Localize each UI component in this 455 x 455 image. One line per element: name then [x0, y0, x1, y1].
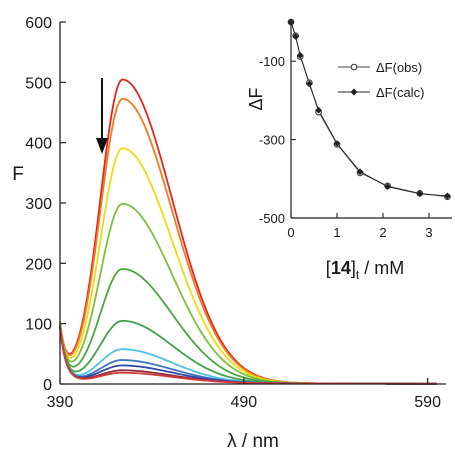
inset-calc-point — [384, 183, 391, 191]
inset-x-axis-title-bold: 14 — [331, 258, 351, 278]
inset-calc-point — [292, 33, 299, 40]
legend-calc-marker — [350, 88, 358, 96]
inset-calc-point — [356, 168, 364, 176]
inset-calc-point — [306, 80, 313, 88]
inset-x-tick-label: 1 — [333, 225, 340, 240]
y-tick-label: 400 — [25, 136, 52, 153]
inset-chart: 0 1 2 3 -100 -300 -500 ΔF [14]t / mM ΔF(obs) … — [246, 18, 454, 282]
inset-calc-point — [315, 106, 322, 114]
inset-x-axis-title-sub: t — [356, 268, 360, 282]
inset-x-axis-title-close: ] — [351, 258, 356, 278]
main-y-axis-title: F — [12, 164, 24, 185]
main-x-axis-title: λ / nm — [227, 431, 279, 452]
legend-obs-marker — [350, 63, 358, 71]
decrease-arrow-icon — [96, 78, 108, 154]
inset-legend: ΔF(obs) ΔF(calc) — [338, 60, 424, 100]
main-y-ticks: 0 100 200 300 400 500 600 — [25, 15, 66, 394]
y-tick-label: 100 — [25, 317, 52, 334]
legend-item-calc: ΔF(calc) — [338, 85, 424, 100]
y-tick-label: 0 — [43, 377, 52, 394]
main-x-ticks: 390 490 590 — [47, 378, 441, 411]
x-tick-label: 590 — [414, 394, 441, 411]
inset-x-tick-label: 3 — [425, 225, 432, 240]
y-tick-label: 200 — [25, 256, 52, 273]
x-tick-label: 490 — [230, 394, 257, 411]
inset-calc-point — [296, 51, 304, 59]
inset-y-ticks: -100 -300 -500 — [259, 54, 296, 226]
inset-x-tick-label: 2 — [379, 225, 386, 240]
inset-calc-point — [444, 192, 451, 200]
inset-series — [287, 18, 451, 201]
inset-x-ticks: 0 1 2 3 — [287, 213, 433, 240]
x-tick-label: 390 — [47, 394, 74, 411]
inset-calc-line — [290, 21, 448, 197]
inset-calc-point — [416, 190, 424, 198]
inset-x-axis-title-open: [ — [326, 258, 331, 278]
legend-label-calc: ΔF(calc) — [376, 85, 424, 100]
legend-label-obs: ΔF(obs) — [376, 60, 422, 75]
legend-item-obs: ΔF(obs) — [338, 60, 422, 75]
inset-y-tick-label: -100 — [259, 54, 285, 69]
inset-x-axis-title-units: / mM — [359, 258, 404, 278]
y-tick-label: 600 — [25, 15, 52, 32]
y-tick-label: 500 — [25, 75, 52, 92]
inset-x-axis-title: [14]t / mM — [326, 258, 404, 282]
inset-calc-point — [333, 140, 341, 147]
inset-y-tick-label: -300 — [259, 133, 285, 148]
inset-y-axis-title: ΔF — [246, 87, 266, 110]
main-chart: 390 490 590 0 100 200 300 400 500 600 λ / nm F — [12, 15, 446, 452]
inset-y-tick-label: -500 — [259, 211, 285, 226]
inset-x-tick-label: 0 — [287, 225, 294, 240]
y-tick-label: 300 — [25, 196, 52, 213]
